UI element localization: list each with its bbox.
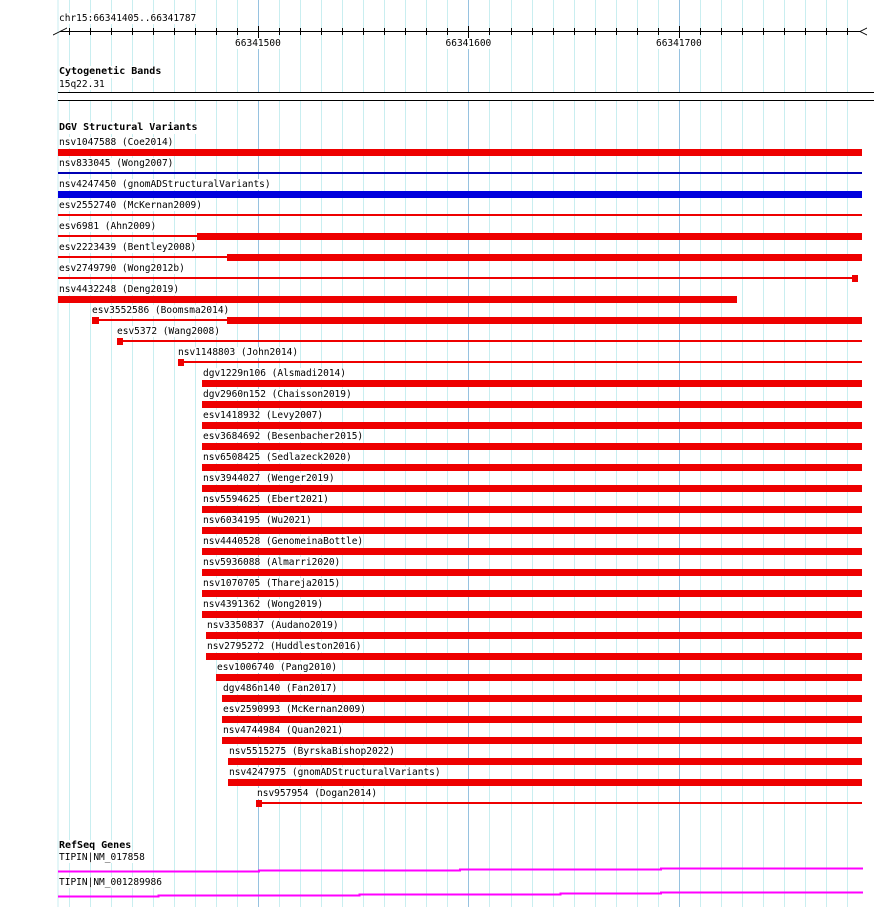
variant-bar-segment[interactable] <box>202 380 862 387</box>
variant-label[interactable]: nsv4247975 (gnomADStructuralVariants) <box>229 767 441 778</box>
variant-label[interactable]: esv2223439 (Bentley2008) <box>59 242 197 253</box>
variant-bar-segment[interactable] <box>228 758 862 765</box>
variant-bar-segment[interactable] <box>262 802 862 804</box>
variant-bar-segment[interactable] <box>202 527 862 534</box>
variant-bar-segment[interactable] <box>58 172 862 174</box>
variant-label[interactable]: nsv4247450 (gnomADStructuralVariants) <box>59 179 271 190</box>
refseq-genes-header: RefSeq Genes <box>59 840 132 852</box>
variant-label[interactable]: nsv1070705 (Thareja2015) <box>203 578 341 589</box>
variant-bar-segment[interactable] <box>202 548 862 555</box>
variant-bar-segment[interactable] <box>58 191 862 198</box>
variant-bar-segment[interactable] <box>202 506 862 513</box>
variant-bar-segment[interactable] <box>58 296 737 303</box>
cytoband-label: 15q22.31 <box>59 79 105 90</box>
variant-bar-segment[interactable] <box>92 317 99 324</box>
variant-bar-segment[interactable] <box>256 800 262 807</box>
variant-bar-segment[interactable] <box>222 695 862 702</box>
variant-label[interactable]: nsv833045 (Wong2007) <box>59 158 174 169</box>
variant-label[interactable]: esv2749790 (Wong2012b) <box>59 263 185 274</box>
variant-label[interactable]: esv1418932 (Levy2007) <box>203 410 324 421</box>
variant-label[interactable]: nsv957954 (Dogan2014) <box>257 788 378 799</box>
gene-line[interactable] <box>58 867 863 873</box>
variant-label[interactable]: esv1006740 (Pang2010) <box>217 662 338 673</box>
variant-label[interactable]: nsv3944027 (Wenger2019) <box>203 473 335 484</box>
variant-bar-segment[interactable] <box>206 632 862 639</box>
gene-label[interactable]: TIPIN|NM_001289986 <box>59 877 162 888</box>
variant-label[interactable]: esv2552740 (McKernan2009) <box>59 200 202 211</box>
variant-bar-segment[interactable] <box>206 653 862 660</box>
cytoband-bar[interactable] <box>58 92 874 101</box>
variant-bar-segment[interactable] <box>202 590 862 597</box>
variant-label[interactable]: esv5372 (Wang2008) <box>117 326 220 337</box>
variant-label[interactable]: nsv4440528 (GenomeinaBottle) <box>203 536 364 547</box>
variant-label[interactable]: esv3684692 (Besenbacher2015) <box>203 431 364 442</box>
variant-label[interactable]: nsv3350837 (Audano2019) <box>207 620 339 631</box>
variant-label[interactable]: nsv5515275 (ByrskaBishop2022) <box>229 746 395 757</box>
ruler-tick-label: 66341500 <box>235 38 281 49</box>
ruler-tick-label: 66341600 <box>445 38 492 49</box>
variant-label[interactable]: esv3552586 (Boomsma2014) <box>92 305 230 316</box>
variant-bar-segment[interactable] <box>99 319 227 321</box>
variant-bar-segment[interactable] <box>852 275 858 282</box>
variant-label[interactable]: nsv6034195 (Wu2021) <box>203 515 312 526</box>
variant-label[interactable]: nsv4744984 (Quan2021) <box>223 725 344 736</box>
variant-bar-segment[interactable] <box>202 611 862 618</box>
variant-bar-segment[interactable] <box>58 149 862 156</box>
variant-bar-segment[interactable] <box>227 317 862 324</box>
variant-label[interactable]: nsv2795272 (Huddleston2016) <box>207 641 362 652</box>
variant-bar-segment[interactable] <box>202 485 862 492</box>
variant-label[interactable]: dgv486n140 (Fan2017) <box>223 683 338 694</box>
dgv-variants-header: DGV Structural Variants <box>59 122 198 134</box>
variant-bar-segment[interactable] <box>202 443 862 450</box>
variant-bar-segment[interactable] <box>202 401 862 408</box>
variant-label[interactable]: nsv1047588 (Coe2014) <box>59 137 174 148</box>
variant-label[interactable]: dgv1229n106 (Alsmadi2014) <box>203 368 346 379</box>
ruler-tick-label: 66341700 <box>655 38 702 49</box>
variant-bar-segment[interactable] <box>222 716 862 723</box>
variant-bar-segment[interactable] <box>58 235 197 237</box>
variant-label[interactable]: esv6981 (Ahn2009) <box>59 221 157 232</box>
variant-bar-segment[interactable] <box>197 233 862 240</box>
variant-bar-segment[interactable] <box>202 464 862 471</box>
variant-bar-segment[interactable] <box>123 340 862 342</box>
variant-bar-segment[interactable] <box>58 256 227 258</box>
gene-line[interactable] <box>58 891 863 898</box>
variant-label[interactable]: nsv5936088 (Almarri2020) <box>203 557 341 568</box>
variant-label[interactable]: nsv5594625 (Ebert2021) <box>203 494 329 505</box>
variant-bar-segment[interactable] <box>58 277 852 279</box>
variant-label[interactable]: nsv4432248 (Deng2019) <box>59 284 180 295</box>
variant-label[interactable]: esv2590993 (McKernan2009) <box>223 704 366 715</box>
variant-bar-segment[interactable] <box>202 422 862 429</box>
variant-bar-segment[interactable] <box>184 361 862 363</box>
variant-label[interactable]: nsv6508425 (Sedlazeck2020) <box>203 452 352 463</box>
ruler-axis <box>52 26 868 39</box>
variant-bar-segment[interactable] <box>222 737 862 744</box>
variant-label[interactable]: nsv1148803 (John2014) <box>178 347 299 358</box>
variant-bar-segment[interactable] <box>58 214 862 216</box>
variant-bar-segment[interactable] <box>178 359 184 366</box>
variant-bar-segment[interactable] <box>117 338 123 345</box>
cytogenetic-bands-header: Cytogenetic Bands <box>59 66 162 78</box>
variant-bar-segment[interactable] <box>228 779 862 786</box>
gene-label[interactable]: TIPIN|NM_017858 <box>59 852 145 863</box>
variant-label[interactable]: dgv2960n152 (Chaisson2019) <box>203 389 352 400</box>
region-title: chr15:66341405..66341787 <box>59 13 197 24</box>
variant-label[interactable]: nsv4391362 (Wong2019) <box>203 599 324 610</box>
variant-bar-segment[interactable] <box>216 674 862 681</box>
variant-bar-segment[interactable] <box>227 254 862 261</box>
variant-bar-segment[interactable] <box>202 569 862 576</box>
